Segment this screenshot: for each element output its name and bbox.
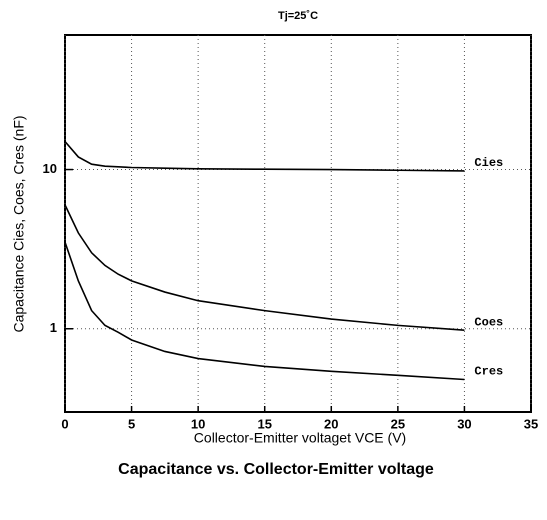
plot-frame bbox=[64, 34, 532, 413]
x-tick-label: 30 bbox=[457, 416, 471, 431]
series-label: Cies bbox=[474, 156, 503, 170]
series-line bbox=[64, 241, 465, 381]
x-tick-label: 35 bbox=[524, 416, 538, 431]
x-tick-label: 5 bbox=[128, 416, 135, 431]
series-line bbox=[64, 140, 465, 172]
x-tick-label: 0 bbox=[61, 416, 68, 431]
annotation: Tj=25˚C bbox=[278, 10, 318, 22]
y-tick-label: 1 bbox=[50, 320, 57, 335]
x-tick-label: 15 bbox=[257, 416, 271, 431]
y-tick-label: 10 bbox=[43, 161, 57, 176]
chart-title: Capacitance vs. Collector-Emitter voltag… bbox=[118, 461, 434, 478]
series-label: Coes bbox=[474, 315, 503, 329]
x-tick-label: 25 bbox=[391, 416, 405, 431]
x-tick-label: 10 bbox=[191, 416, 205, 431]
series-line bbox=[64, 204, 465, 331]
y-axis-label: Capacitance Cies, Coes, Cres (nF) bbox=[11, 115, 27, 332]
x-tick-label: 20 bbox=[324, 416, 338, 431]
series-label: Cres bbox=[474, 365, 503, 379]
x-axis-label: Collector-Emitter voltaget VCE (V) bbox=[194, 430, 406, 446]
